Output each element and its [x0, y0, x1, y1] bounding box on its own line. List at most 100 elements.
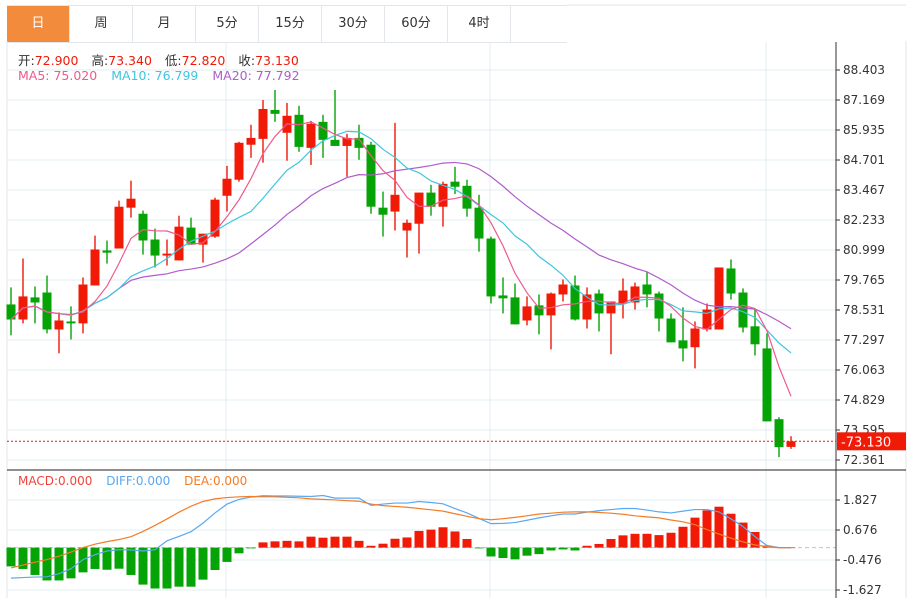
candle [318, 114, 328, 158]
macd-bar [222, 547, 232, 562]
macd-histogram [6, 506, 796, 589]
macd-bar [234, 547, 244, 554]
candle [726, 259, 736, 300]
open-value: 72.900 [34, 53, 79, 68]
candle-body [546, 293, 556, 316]
candle [606, 301, 616, 355]
diff-line [10, 494, 791, 579]
candle-body [642, 284, 652, 295]
candle [522, 296, 532, 326]
tab-60min[interactable]: 60分 [385, 6, 448, 42]
macd-bar [486, 547, 496, 557]
last-price-badge [837, 432, 906, 451]
macd-bar [546, 547, 556, 551]
candle [762, 333, 772, 422]
candle-body [558, 284, 568, 295]
price-tick-label: 78.531 [843, 303, 885, 317]
ma10-value: MA10: 76.799 [111, 68, 199, 83]
candle-body [114, 206, 124, 249]
macd-bar [258, 542, 268, 548]
candle-body [186, 227, 196, 245]
dea-line [10, 495, 791, 569]
macd-bar [342, 536, 352, 548]
candle-body [66, 321, 76, 324]
candle-body [534, 305, 544, 316]
candle [18, 258, 28, 324]
tab-15min[interactable]: 15分 [259, 6, 322, 42]
candle [222, 165, 232, 212]
macd-tick-label: 1.827 [843, 493, 877, 507]
macd-bar [726, 513, 736, 548]
macd-bar [6, 547, 16, 567]
price-tick-label: 72.361 [843, 453, 885, 467]
close-label: 收: [238, 53, 256, 68]
candle [78, 277, 88, 334]
price-tick-label: 79.765 [843, 273, 885, 287]
macd-bar [270, 541, 280, 548]
candle [162, 239, 172, 266]
candle-body [138, 213, 148, 241]
macd-bar [294, 541, 304, 548]
macd-bar [318, 537, 328, 548]
macd-bar [702, 510, 712, 548]
high-label: 高: [91, 53, 109, 68]
macd-bar [582, 545, 592, 548]
macd-bar [162, 547, 172, 589]
candle [306, 120, 316, 165]
dea-value: DEA:0.000 [184, 474, 248, 488]
candle-body [354, 137, 364, 148]
tab-day[interactable]: 日 [7, 6, 70, 42]
candle [690, 321, 700, 369]
tab-30min[interactable]: 30分 [322, 6, 385, 42]
price-tick-label: 87.169 [843, 93, 885, 107]
price-tick-label: 80.999 [843, 243, 885, 257]
macd-tick-label: -0.476 [843, 553, 882, 567]
candle [282, 102, 292, 161]
macd-bar [678, 526, 688, 548]
price-tick-label: 85.935 [843, 123, 885, 137]
candle [114, 200, 124, 249]
macd-bar [114, 547, 124, 569]
tab-week[interactable]: 周 [70, 6, 133, 42]
candle [186, 217, 196, 245]
candle [66, 306, 76, 340]
macd-bar [438, 527, 448, 548]
candle-body [774, 419, 784, 448]
macd-bar [738, 522, 748, 548]
candle-body [678, 340, 688, 349]
ma20-line [10, 161, 792, 330]
candle-body [378, 207, 388, 215]
candle [42, 275, 52, 334]
price-tick-label: 84.701 [843, 153, 885, 167]
candle-body [102, 250, 112, 253]
candle-body [522, 306, 532, 321]
macd-bar [18, 547, 28, 569]
macd-bar [378, 543, 388, 548]
candle-body [150, 239, 160, 256]
candle [630, 282, 640, 310]
candle [138, 210, 148, 255]
candle-body [6, 304, 16, 320]
macd-bar [570, 547, 580, 551]
candle [546, 292, 556, 350]
macd-bar [510, 547, 520, 560]
candle [174, 215, 184, 261]
tab-5min[interactable]: 5分 [196, 6, 259, 42]
macd-bar [210, 547, 220, 571]
indicator-lines [10, 121, 792, 579]
macd-bar [90, 547, 100, 569]
candle [678, 307, 688, 362]
candle-body [162, 253, 172, 256]
tab-month[interactable]: 月 [133, 6, 196, 42]
tab-4hour[interactable]: 4时 [448, 6, 511, 42]
candle-body [366, 144, 376, 207]
candle-body [606, 301, 616, 314]
macd-bar [534, 547, 544, 555]
candle [258, 99, 268, 163]
candle-body [390, 194, 400, 212]
macd-bar [390, 538, 400, 548]
candle-body [582, 294, 592, 320]
macd-bar [102, 547, 112, 570]
last-price-label: -73.130 [841, 435, 891, 450]
